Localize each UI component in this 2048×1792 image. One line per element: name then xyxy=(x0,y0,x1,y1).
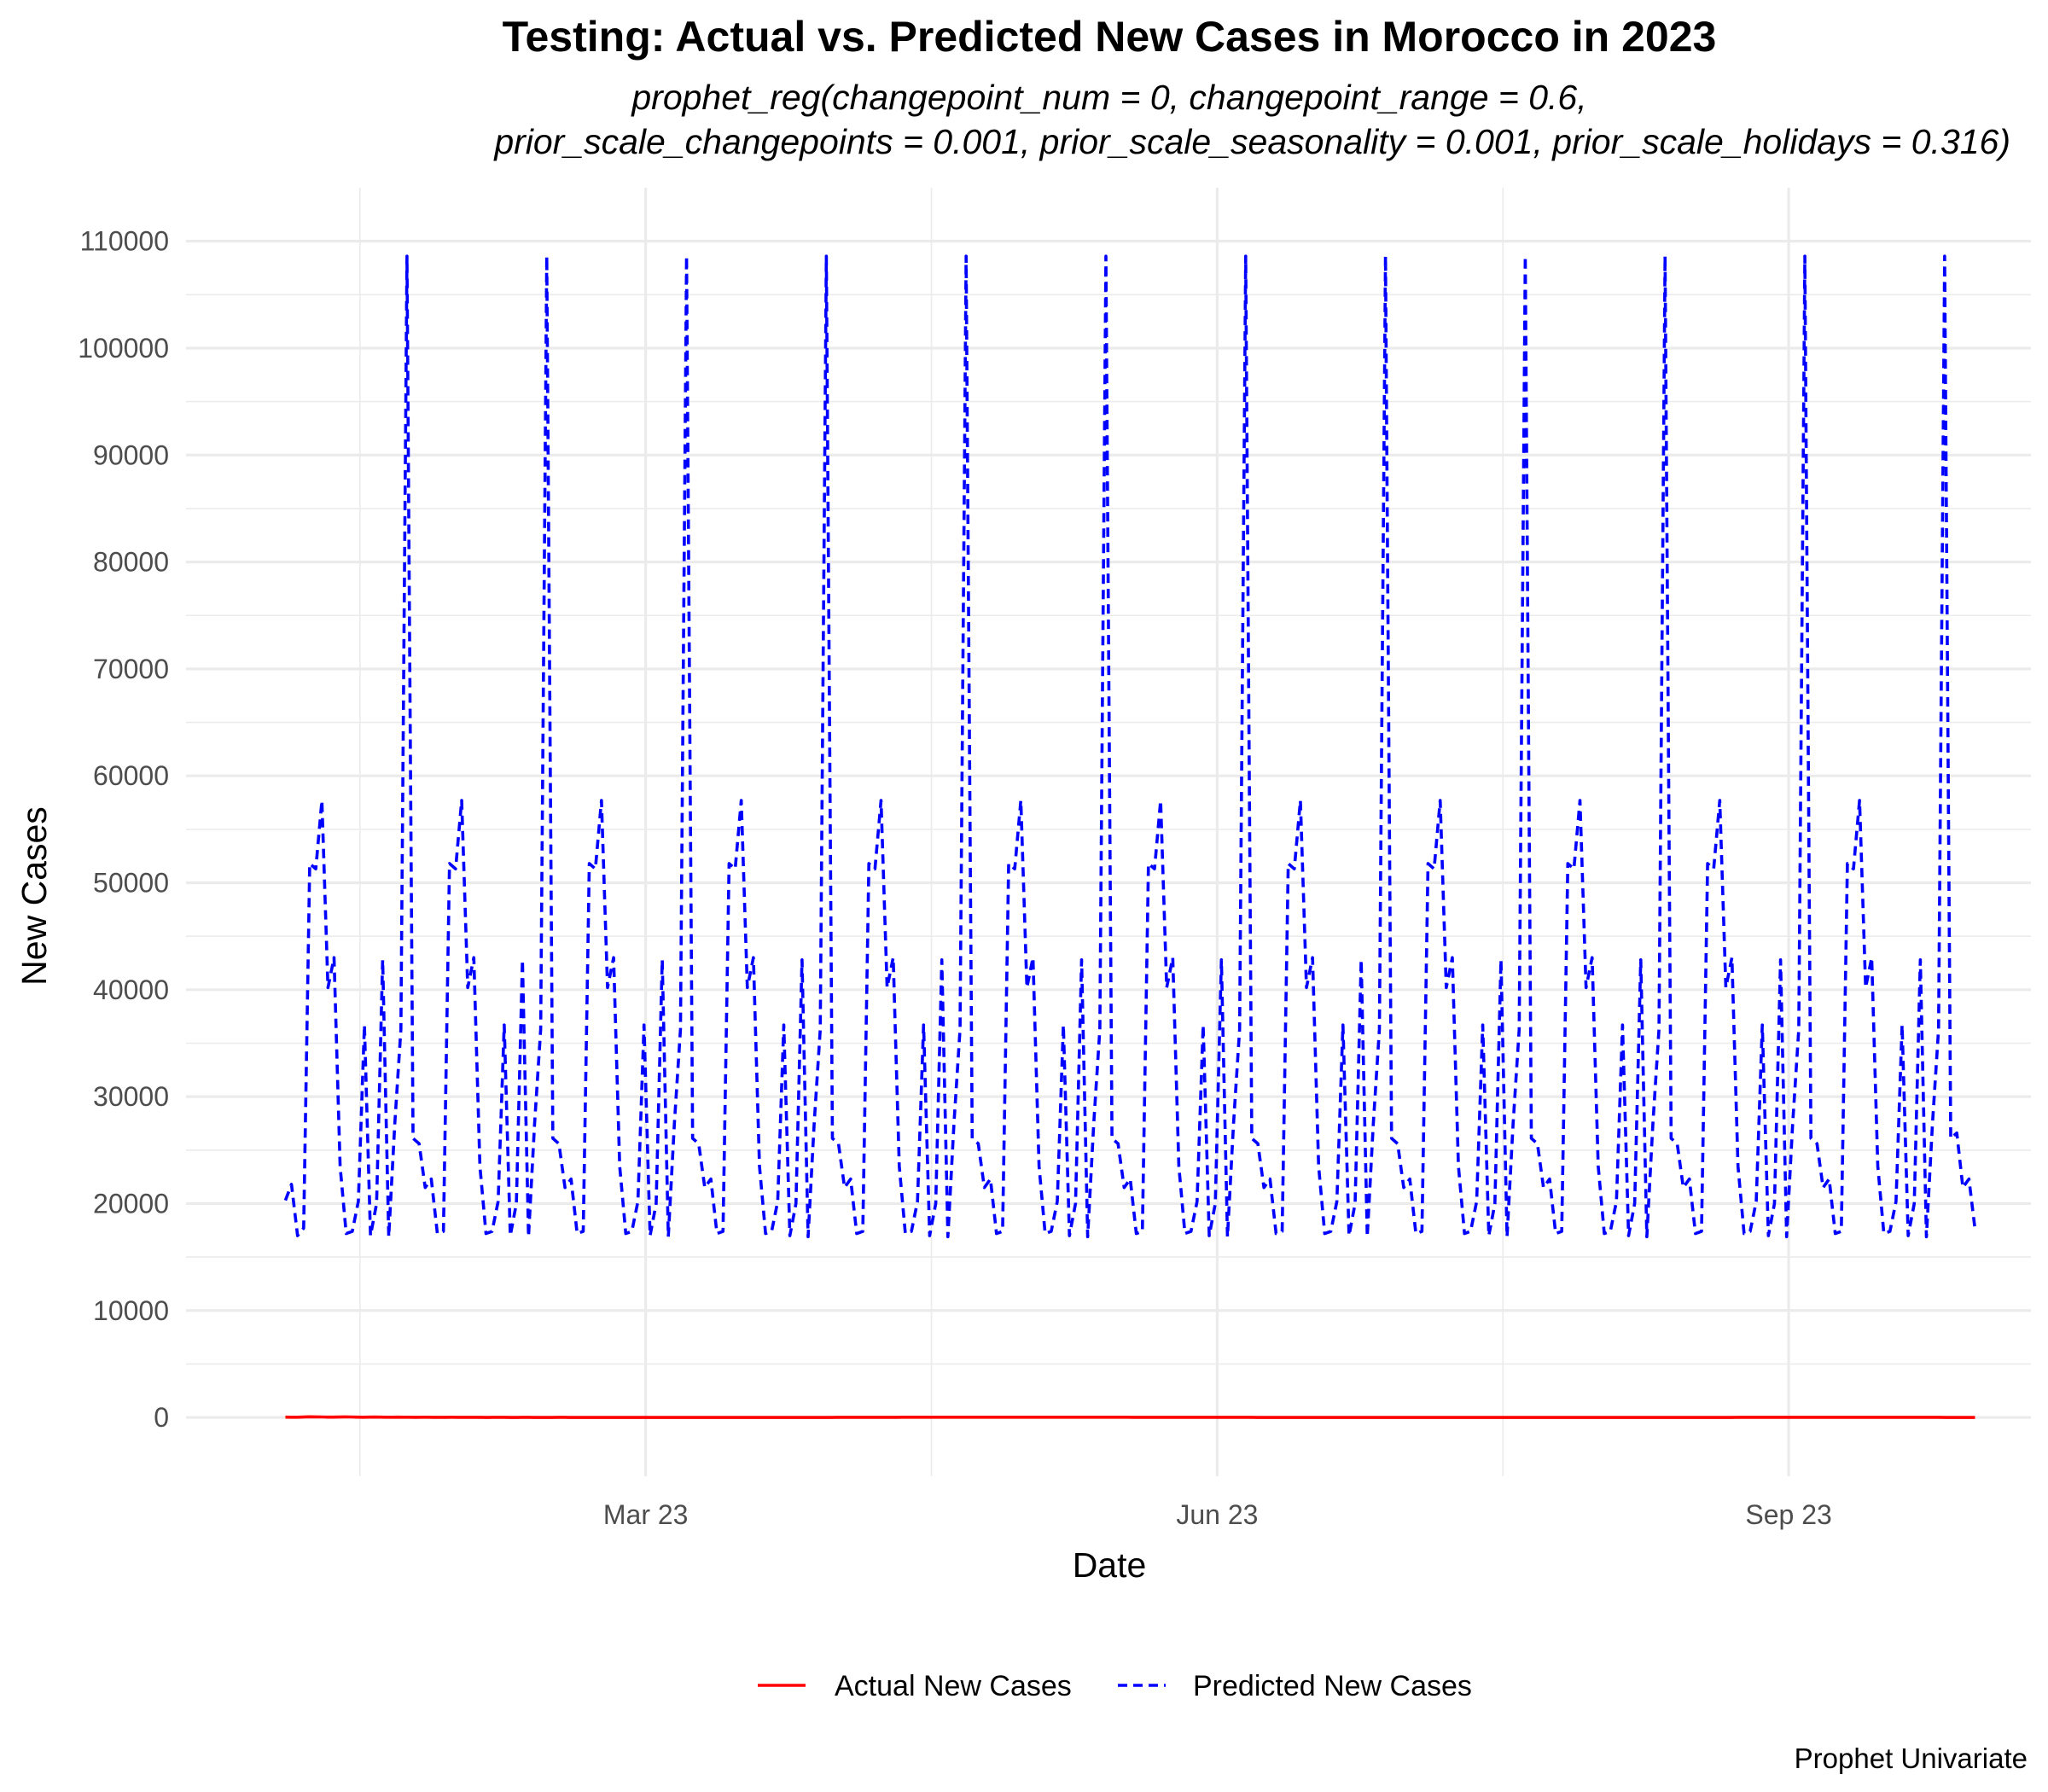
y-tick-label: 10000 xyxy=(93,1295,169,1326)
chart-subtitle-line-2: prior_scale_changepoints = 0.001, prior_… xyxy=(492,122,2010,161)
predicted-new-cases-line xyxy=(283,254,1977,1239)
y-tick-label: 110000 xyxy=(80,226,169,257)
series-lines xyxy=(283,254,1977,1419)
gridlines xyxy=(186,188,2031,1476)
chart-subtitle-line-1: prophet_reg(changepoint_num = 0, changep… xyxy=(630,78,1586,117)
chart-caption: Prophet Univariate xyxy=(1795,1743,2028,1774)
x-axis-tick-labels: Mar 23 Jun 23 Sep 23 xyxy=(603,1499,1832,1530)
y-tick-label: 90000 xyxy=(93,439,169,470)
y-axis-title: New Cases xyxy=(15,806,54,986)
y-tick-label: 70000 xyxy=(93,654,169,684)
chart-title: Testing: Actual vs. Predicted New Cases … xyxy=(503,13,1717,61)
y-tick-label: 20000 xyxy=(93,1188,169,1219)
y-tick-label: 0 xyxy=(154,1402,169,1433)
y-tick-label: 100000 xyxy=(78,333,169,364)
y-tick-label: 40000 xyxy=(93,975,169,1005)
plot-panel xyxy=(186,188,2031,1476)
x-tick-label: Jun 23 xyxy=(1176,1499,1258,1530)
y-tick-label: 80000 xyxy=(93,547,169,578)
x-axis-title: Date xyxy=(1073,1545,1147,1585)
x-tick-label: Sep 23 xyxy=(1745,1499,1831,1530)
y-tick-label: 50000 xyxy=(93,868,169,899)
y-axis-tick-labels: 0 10000 20000 30000 40000 50000 60000 70000 8000… xyxy=(78,226,169,1433)
legend: Actual New Cases Predicted New Cases xyxy=(758,1670,1472,1702)
y-tick-label: 30000 xyxy=(93,1081,169,1112)
y-tick-label: 60000 xyxy=(93,760,169,791)
legend-predicted-label: Predicted New Cases xyxy=(1193,1670,1472,1702)
legend-actual-label: Actual New Cases xyxy=(835,1670,1072,1702)
x-tick-label: Mar 23 xyxy=(603,1499,689,1530)
